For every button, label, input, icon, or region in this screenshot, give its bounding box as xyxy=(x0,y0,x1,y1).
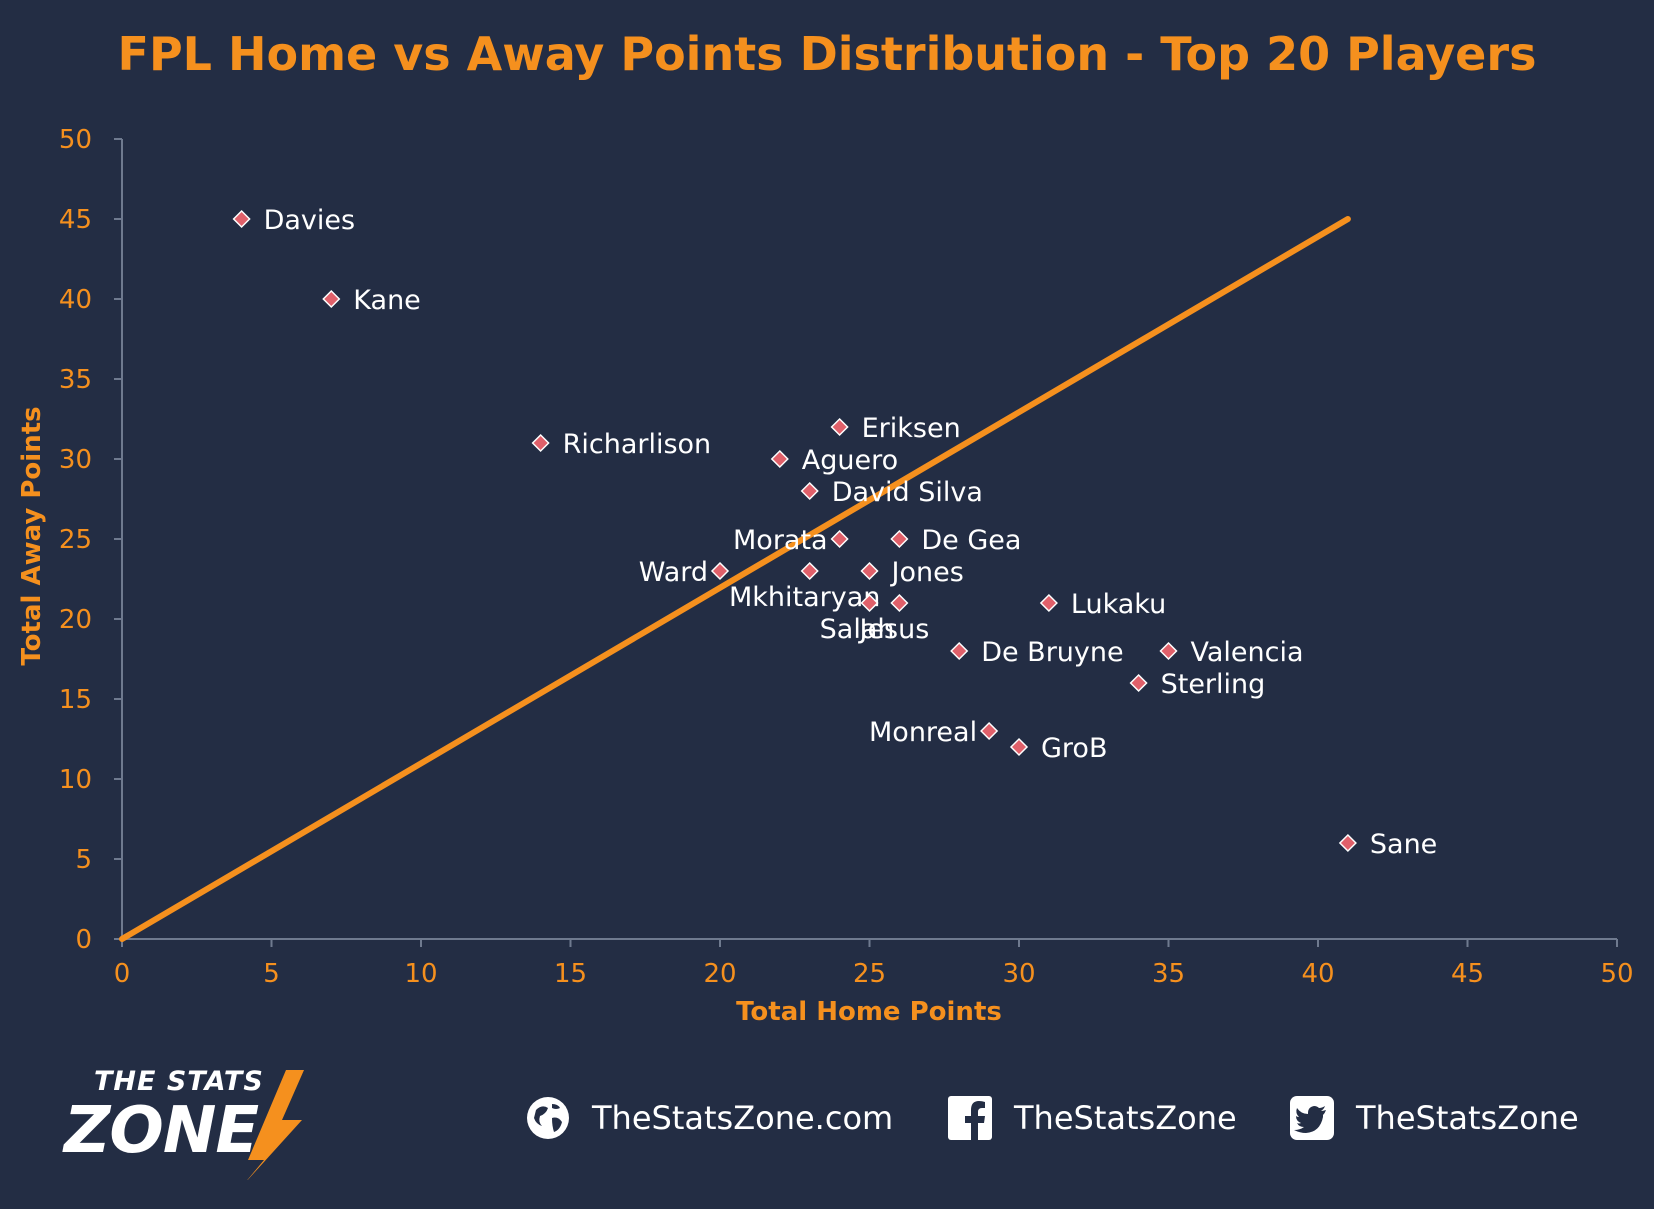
twitter-icon xyxy=(1290,1096,1334,1140)
data-points: Davies Kane Richarlison EriksenAgueroDavid … xyxy=(232,205,1437,860)
data-point-label: GroB xyxy=(1041,733,1107,764)
y-tick-label: 0 xyxy=(75,925,92,955)
data-point-label: Lukaku xyxy=(1071,589,1166,620)
y-tick-label: 25 xyxy=(59,525,92,555)
data-point-marker xyxy=(860,561,879,581)
data-point-label: Mkhitaryan xyxy=(729,582,880,613)
data-point-label: Jesus xyxy=(857,614,929,645)
x-tick-label: 10 xyxy=(404,959,437,989)
data-point-marker xyxy=(710,561,730,581)
y-tick-label: 15 xyxy=(59,685,92,715)
data-point-marker xyxy=(322,289,341,309)
x-tick-label: 0 xyxy=(114,959,131,989)
logo-lightning-icon xyxy=(247,1070,304,1180)
data-point-marker xyxy=(1009,737,1029,757)
data-point-label: Aguero xyxy=(802,445,898,476)
data-point-label: Salah xyxy=(820,614,895,645)
data-point-marker xyxy=(860,593,879,613)
x-tick-label: 50 xyxy=(1600,959,1633,989)
website-link[interactable]: TheStatsZone.com xyxy=(526,1092,893,1144)
data-point-marker xyxy=(890,593,909,613)
chart-title: FPL Home vs Away Points Distribution - T… xyxy=(118,27,1537,81)
data-point-marker xyxy=(950,641,969,661)
data-point-label: Sterling xyxy=(1161,669,1266,700)
data-point-label: Richarlison xyxy=(563,429,712,460)
data-point-marker xyxy=(770,449,789,469)
logo-bottom-text: ZONE xyxy=(64,1094,259,1168)
data-point-label: Valencia xyxy=(1191,637,1304,668)
data-point-label: Sane xyxy=(1370,829,1437,860)
x-tick-label: 20 xyxy=(703,959,736,989)
y-tick-label: 10 xyxy=(59,765,92,795)
data-point-marker xyxy=(232,209,251,229)
y-tick-label: 50 xyxy=(59,125,92,155)
facebook-icon xyxy=(948,1096,992,1140)
y-tick-label: 20 xyxy=(59,605,92,635)
data-point-marker xyxy=(800,481,819,501)
data-point-label: Eriksen xyxy=(862,413,961,444)
data-point-label: De Bruyne xyxy=(981,637,1123,668)
x-tick-label: 40 xyxy=(1301,959,1334,989)
y-tick-label: 30 xyxy=(59,445,92,475)
x-tick-label: 25 xyxy=(853,959,886,989)
logo-top-text: THE STATS xyxy=(94,1066,264,1097)
data-point-label: Morata xyxy=(733,525,828,556)
twitter-text: TheStatsZone xyxy=(1356,1099,1579,1137)
data-point-label: Jones xyxy=(890,557,964,588)
data-point-marker xyxy=(1129,673,1148,693)
data-point-marker xyxy=(980,721,999,741)
data-point-marker xyxy=(1039,593,1058,613)
x-tick-label: 35 xyxy=(1152,959,1185,989)
y-tick-label: 40 xyxy=(59,285,92,315)
y-tick-label: 45 xyxy=(59,205,92,235)
data-point-marker xyxy=(531,433,550,453)
x-tick-label: 5 xyxy=(263,959,280,989)
facebook-text: TheStatsZone xyxy=(1014,1099,1237,1137)
axes: 0 5 10 15 20 25 30 35 40 45 50 0 5 10 15 20 25 30 35 40 45 50 xyxy=(59,125,1634,989)
data-point-marker xyxy=(830,417,849,437)
globe-icon xyxy=(527,1097,569,1139)
x-axis-title: Total Home Points xyxy=(736,997,1002,1027)
trend-line xyxy=(119,216,1351,942)
x-tick-label: 45 xyxy=(1451,959,1484,989)
twitter-link[interactable]: TheStatsZone xyxy=(1290,1092,1579,1144)
data-point-label: Kane xyxy=(353,285,421,316)
data-point-label: De Gea xyxy=(921,525,1021,556)
website-text: TheStatsZone.com xyxy=(592,1099,894,1137)
stats-zone-logo: THE STATS ZONE xyxy=(58,1060,358,1180)
data-point-label: Ward xyxy=(639,557,708,588)
y-axis-title: Total Away Points xyxy=(17,406,47,665)
data-point-label: Davies xyxy=(264,205,356,236)
scatter-chart: FPL Home vs Away Points Distribution - T… xyxy=(17,27,1634,1027)
data-point-marker xyxy=(800,561,819,581)
data-point-marker xyxy=(1159,641,1178,661)
chart-svg: FPL Home vs Away Points Distribution - T… xyxy=(17,27,1634,1027)
x-tick-label: 30 xyxy=(1002,959,1035,989)
facebook-link[interactable]: TheStatsZone xyxy=(948,1092,1237,1144)
data-point-label: Monreal xyxy=(869,717,977,748)
x-tick-label: 15 xyxy=(554,959,587,989)
data-point-label: David Silva xyxy=(832,477,983,508)
y-tick-label: 35 xyxy=(59,365,92,395)
y-tick-label: 5 xyxy=(75,845,92,875)
data-point-marker xyxy=(890,529,909,549)
data-point-marker xyxy=(830,529,849,549)
data-point-marker xyxy=(1338,833,1357,853)
